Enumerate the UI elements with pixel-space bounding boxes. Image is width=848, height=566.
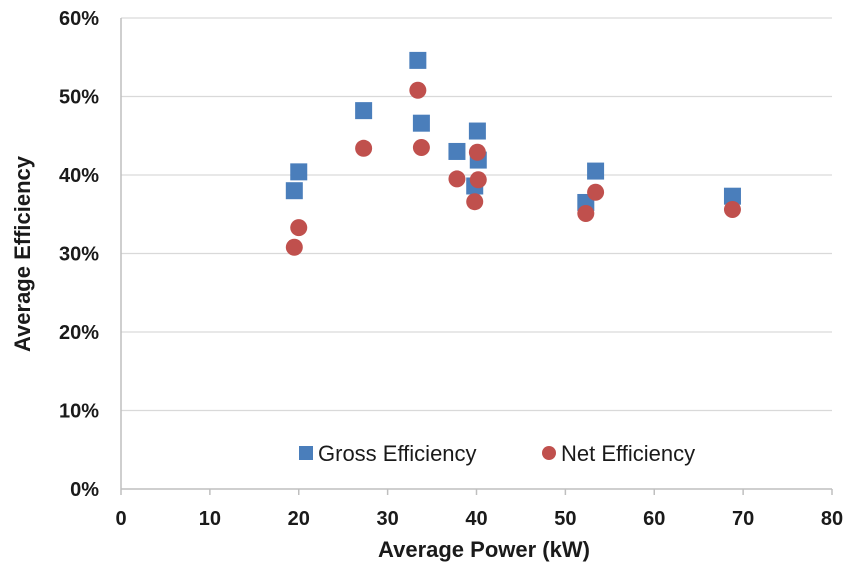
point-net-8 bbox=[469, 171, 487, 189]
point-gross-4 bbox=[412, 114, 430, 132]
point-net-11 bbox=[723, 201, 741, 219]
y-axis-title: Average Efficiency bbox=[10, 155, 35, 352]
legend: Gross Efficiency Net Efficiency bbox=[299, 441, 695, 466]
x-tick-label-0: 0 bbox=[115, 508, 126, 530]
point-gross-7 bbox=[468, 122, 486, 140]
point-net-9 bbox=[577, 204, 595, 222]
point-net-10 bbox=[587, 183, 605, 201]
point-gross-1 bbox=[290, 163, 308, 181]
y-tick-label-4: 40% bbox=[59, 165, 99, 187]
x-tick-label-2: 20 bbox=[288, 508, 310, 530]
point-net-2 bbox=[355, 139, 373, 157]
x-tick-label-4: 40 bbox=[465, 508, 487, 530]
point-net-3 bbox=[409, 81, 427, 99]
point-gross-2 bbox=[355, 102, 373, 120]
point-gross-11 bbox=[723, 187, 741, 205]
y-tick-label-0: 0% bbox=[70, 479, 99, 501]
x-tick-labels: 0 10 20 30 40 50 60 70 80 bbox=[115, 508, 843, 530]
point-net-4 bbox=[412, 139, 430, 157]
point-net-0 bbox=[285, 238, 303, 256]
point-gross-5 bbox=[448, 142, 466, 160]
y-tick-label-3: 30% bbox=[59, 244, 99, 266]
legend-label-1: Net Efficiency bbox=[561, 441, 695, 466]
point-net-5 bbox=[448, 170, 466, 188]
legend-marker-net bbox=[542, 446, 556, 460]
x-tick-label-6: 60 bbox=[643, 508, 665, 530]
data-points bbox=[285, 51, 741, 256]
x-tick-label-5: 50 bbox=[554, 508, 576, 530]
legend-label-0: Gross Efficiency bbox=[318, 441, 477, 466]
y-tick-label-2: 20% bbox=[59, 322, 99, 344]
y-tick-label-1: 10% bbox=[59, 401, 99, 423]
y-tick-label-6: 60% bbox=[59, 8, 99, 30]
x-tick-label-1: 10 bbox=[199, 508, 221, 530]
gridlines bbox=[121, 17, 832, 412]
y-tick-labels: 0% 10% 20% 30% 40% 50% 60% bbox=[59, 8, 99, 501]
x-axis-title: Average Power (kW) bbox=[378, 537, 590, 562]
point-net-6 bbox=[466, 193, 484, 211]
point-gross-0 bbox=[285, 182, 303, 200]
point-gross-10 bbox=[587, 162, 605, 180]
x-tick-label-7: 70 bbox=[732, 508, 754, 530]
x-tick-label-3: 30 bbox=[377, 508, 399, 530]
point-net-1 bbox=[290, 219, 308, 237]
legend-marker-gross bbox=[299, 446, 313, 460]
axes bbox=[120, 18, 833, 495]
point-net-7 bbox=[468, 143, 486, 161]
y-tick-label-5: 50% bbox=[59, 87, 99, 109]
x-tick-label-8: 80 bbox=[821, 508, 843, 530]
point-gross-3 bbox=[409, 51, 427, 69]
